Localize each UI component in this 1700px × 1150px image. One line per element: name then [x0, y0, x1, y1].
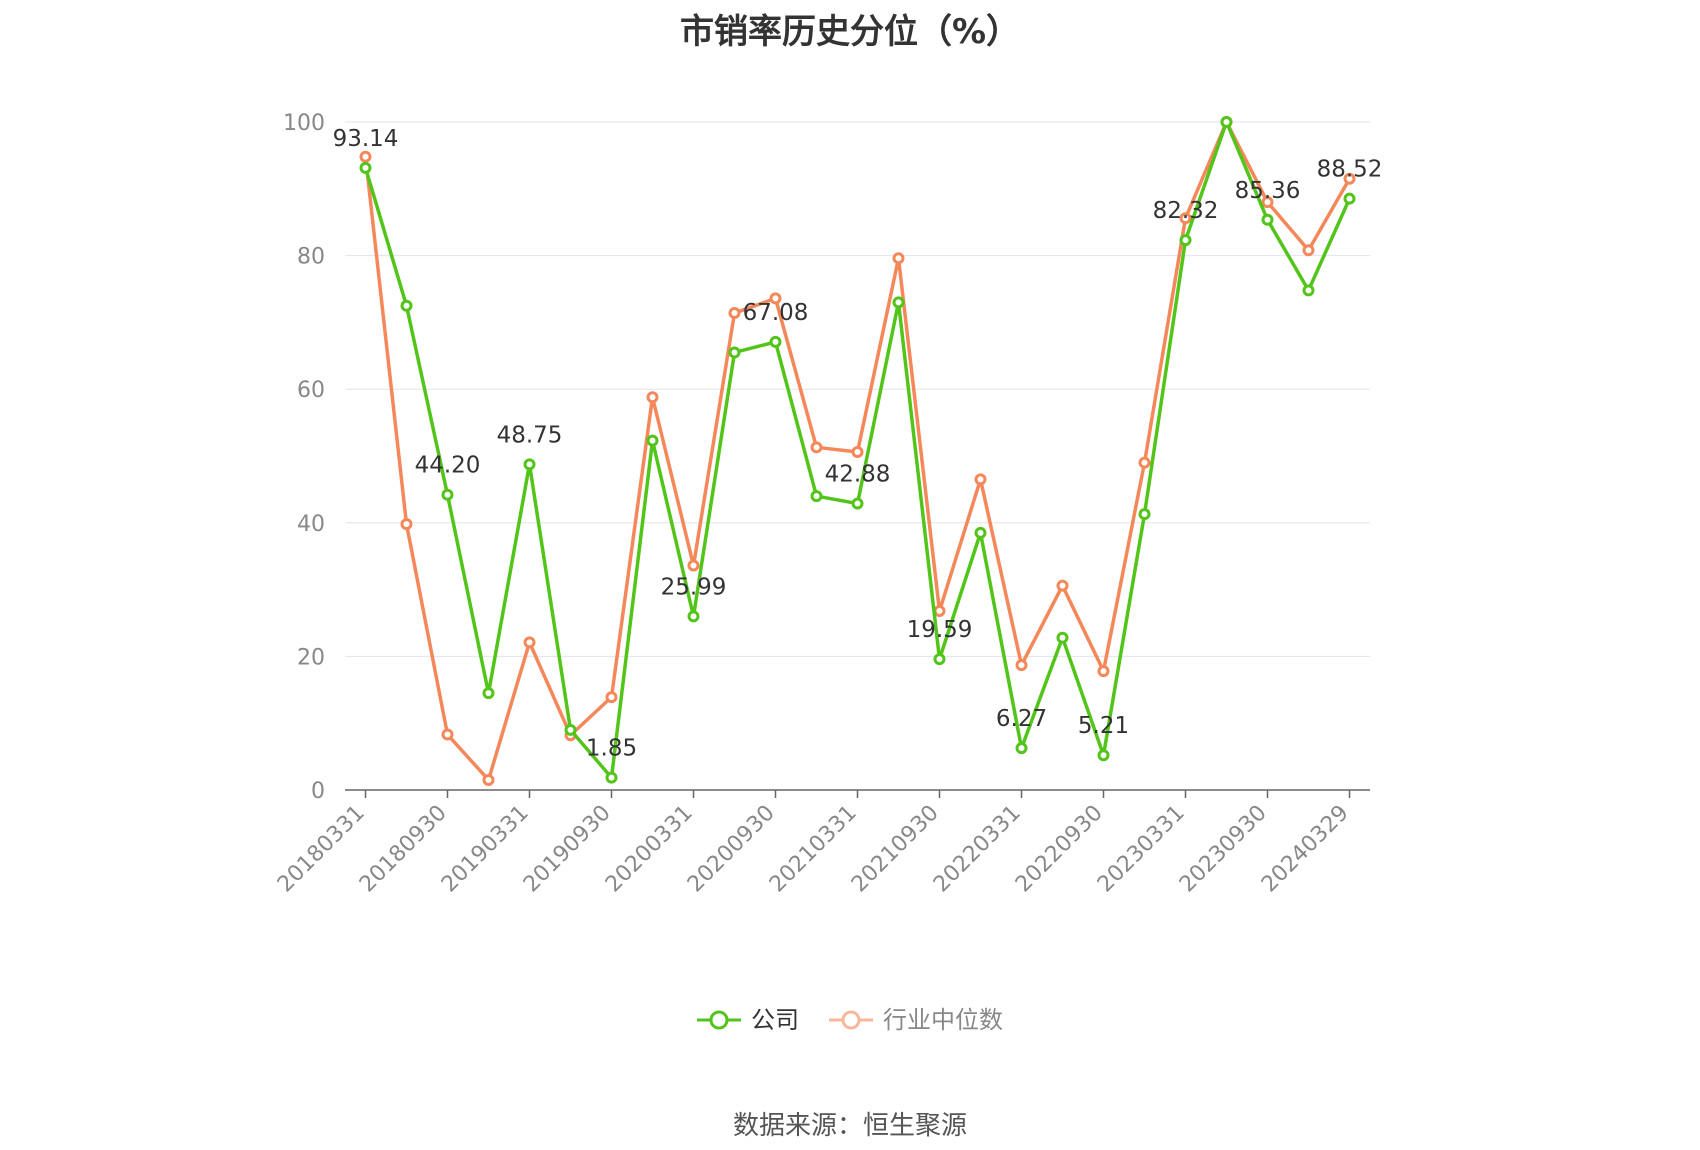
x-tick-label: 20210331	[765, 801, 862, 898]
data-label: 48.75	[497, 422, 563, 448]
data-point	[769, 292, 782, 305]
data-label: 19.59	[907, 617, 973, 643]
data-label: 93.14	[333, 126, 399, 152]
legend-item-industry-median[interactable]: 行业中位数	[829, 1008, 1003, 1032]
data-label: 6.27	[996, 706, 1047, 732]
legend-industry-median-label: 行业中位数	[883, 1006, 1003, 1034]
legend-industry-median-icon	[829, 1010, 873, 1030]
data-point	[359, 150, 372, 163]
y-tick-label: 60	[297, 378, 325, 403]
data-point	[400, 518, 413, 531]
data-point	[1343, 192, 1356, 205]
series-lines	[359, 116, 1356, 786]
data-point	[523, 636, 536, 649]
data-point	[1138, 508, 1151, 521]
data-point	[605, 691, 618, 704]
data-point	[1138, 456, 1151, 469]
data-point	[1015, 659, 1028, 672]
y-tick-label: 0	[311, 779, 325, 804]
data-point	[892, 296, 905, 309]
axes: 0 20 40 60 80 100 2018033120180930201903312019…	[273, 111, 1370, 897]
legend-company-icon	[697, 1010, 741, 1030]
x-tick-label: 20210930	[847, 801, 944, 898]
data-label: 67.08	[743, 300, 809, 326]
data-point	[687, 559, 700, 572]
data-label: 82.32	[1153, 198, 1219, 224]
line-chart: 0 20 40 60 80 100 2018033120180930201903312019…	[273, 111, 1383, 897]
data-point	[851, 445, 864, 458]
data-point	[523, 458, 536, 471]
data-point	[769, 335, 782, 348]
data-point	[810, 490, 823, 503]
y-tick-label: 80	[297, 245, 325, 270]
data-point	[1179, 234, 1192, 247]
data-label: 5.21	[1078, 713, 1129, 739]
data-point	[1097, 665, 1110, 678]
data-point	[646, 391, 659, 404]
data-labels: 93.14 44.20 48.75 1.85 25.99 67.08 42.88 19.59 6…	[333, 126, 1383, 762]
data-source: 数据来源：恒生聚源	[732, 1111, 967, 1141]
data-point	[1220, 116, 1233, 128]
data-point	[728, 307, 741, 320]
data-point	[728, 346, 741, 359]
data-point	[646, 434, 659, 447]
data-point	[564, 723, 577, 736]
data-point	[933, 653, 946, 666]
data-label: 42.88	[825, 462, 891, 488]
x-tick-label: 20190930	[519, 801, 616, 898]
legend-item-company[interactable]: 公司	[697, 1008, 799, 1032]
x-tick-label: 20180930	[355, 801, 452, 898]
data-point	[482, 773, 495, 786]
data-point	[441, 728, 454, 741]
data-point	[933, 604, 946, 617]
data-point	[1179, 212, 1192, 225]
x-tick-label: 20230930	[1175, 801, 1272, 898]
data-point	[482, 687, 495, 700]
data-point	[1261, 196, 1274, 209]
data-label: 25.99	[661, 574, 727, 600]
data-point	[1302, 244, 1315, 257]
y-tick-label: 100	[283, 111, 325, 136]
data-point	[687, 610, 700, 623]
data-point	[1056, 579, 1069, 592]
data-point	[810, 441, 823, 454]
grid-lines	[345, 121, 1370, 657]
data-point	[1261, 213, 1274, 226]
data-point	[1097, 749, 1110, 762]
y-tick-label: 20	[297, 645, 325, 670]
x-tick-label: 20200331	[601, 801, 698, 898]
data-point	[605, 771, 618, 784]
x-tick-label: 20230331	[1093, 801, 1190, 898]
data-point	[974, 526, 987, 539]
x-tick-label: 20220331	[929, 801, 1026, 898]
data-label: 44.20	[415, 453, 481, 479]
legend-company-label: 公司	[751, 1006, 799, 1034]
data-point	[1015, 742, 1028, 755]
data-point	[974, 473, 987, 486]
data-label: 85.36	[1235, 178, 1301, 204]
y-tick-label: 40	[297, 512, 325, 537]
x-tick-label: 20240329	[1257, 801, 1354, 898]
data-point	[851, 497, 864, 510]
data-point	[1302, 284, 1315, 297]
data-point	[359, 161, 372, 174]
chart-title: 市销率历史分位（%）	[679, 12, 1021, 52]
data-point	[892, 252, 905, 265]
x-tick-label: 20180331	[273, 801, 370, 898]
legend: 公司 行业中位数	[0, 1008, 1700, 1032]
data-label: 1.85	[586, 736, 637, 762]
x-tick-label: 20200930	[683, 801, 780, 898]
data-label: 88.52	[1317, 157, 1383, 183]
x-tick-label: 20220930	[1011, 801, 1108, 898]
data-point	[400, 299, 413, 312]
x-tick-label: 20190331	[437, 801, 534, 898]
data-point	[1343, 172, 1356, 185]
data-point	[1056, 631, 1069, 644]
data-point	[441, 488, 454, 501]
